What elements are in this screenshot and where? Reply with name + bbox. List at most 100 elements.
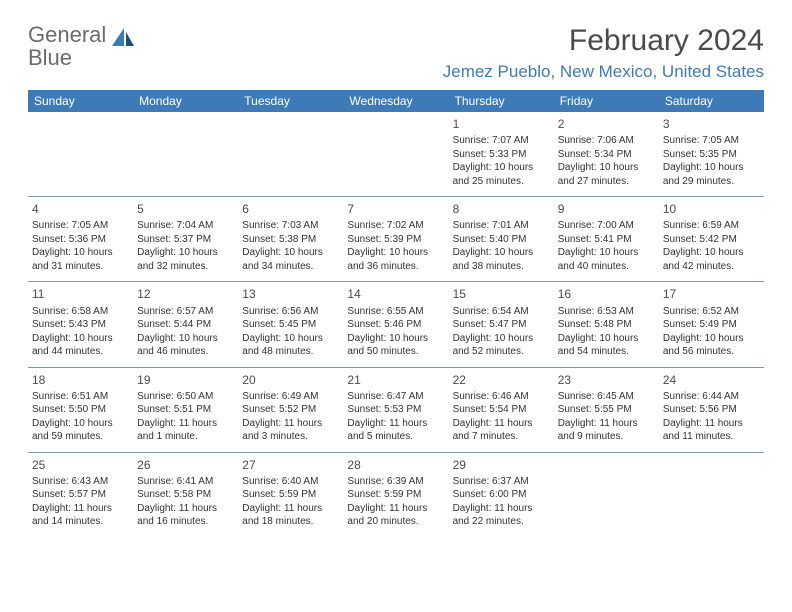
calendar-cell: 3Sunrise: 7:05 AMSunset: 5:35 PMDaylight…: [659, 112, 764, 197]
day-header: Saturday: [659, 90, 764, 112]
sunset-text: Sunset: 5:54 PM: [453, 403, 550, 417]
calendar-cell: [554, 452, 659, 537]
sunset-text: Sunset: 5:57 PM: [32, 488, 129, 502]
day-number: 13: [242, 286, 339, 302]
sunrise-text: Sunrise: 6:50 AM: [137, 390, 234, 404]
day-number: 28: [347, 457, 444, 473]
sunset-text: Sunset: 5:49 PM: [663, 318, 760, 332]
sunrise-text: Sunrise: 6:47 AM: [347, 390, 444, 404]
sunset-text: Sunset: 5:33 PM: [453, 148, 550, 162]
daylight-text: Daylight: 10 hours and 59 minutes.: [32, 417, 129, 444]
sunset-text: Sunset: 5:48 PM: [558, 318, 655, 332]
sunset-text: Sunset: 6:00 PM: [453, 488, 550, 502]
calendar-cell: 9Sunrise: 7:00 AMSunset: 5:41 PMDaylight…: [554, 197, 659, 282]
daylight-text: Daylight: 10 hours and 40 minutes.: [558, 246, 655, 273]
sunset-text: Sunset: 5:50 PM: [32, 403, 129, 417]
day-number: 27: [242, 457, 339, 473]
sunset-text: Sunset: 5:47 PM: [453, 318, 550, 332]
day-header: Wednesday: [343, 90, 448, 112]
day-number: 12: [137, 286, 234, 302]
day-number: 24: [663, 372, 760, 388]
sunrise-text: Sunrise: 6:58 AM: [32, 305, 129, 319]
day-number: 8: [453, 201, 550, 217]
location-text: Jemez Pueblo, New Mexico, United States: [443, 62, 764, 82]
day-number: 9: [558, 201, 655, 217]
daylight-text: Daylight: 11 hours and 5 minutes.: [347, 417, 444, 444]
sunset-text: Sunset: 5:43 PM: [32, 318, 129, 332]
day-number: 19: [137, 372, 234, 388]
day-number: 5: [137, 201, 234, 217]
daylight-text: Daylight: 10 hours and 32 minutes.: [137, 246, 234, 273]
calendar-cell: 18Sunrise: 6:51 AMSunset: 5:50 PMDayligh…: [28, 367, 133, 452]
day-header: Sunday: [28, 90, 133, 112]
calendar-cell: [343, 112, 448, 197]
sunrise-text: Sunrise: 6:52 AM: [663, 305, 760, 319]
sunrise-text: Sunrise: 6:53 AM: [558, 305, 655, 319]
sunset-text: Sunset: 5:42 PM: [663, 233, 760, 247]
calendar-week: 18Sunrise: 6:51 AMSunset: 5:50 PMDayligh…: [28, 367, 764, 452]
logo: General Blue: [28, 24, 136, 70]
daylight-text: Daylight: 11 hours and 14 minutes.: [32, 502, 129, 529]
sunrise-text: Sunrise: 7:05 AM: [663, 134, 760, 148]
daylight-text: Daylight: 10 hours and 25 minutes.: [453, 161, 550, 188]
sunrise-text: Sunrise: 6:49 AM: [242, 390, 339, 404]
daylight-text: Daylight: 10 hours and 44 minutes.: [32, 332, 129, 359]
day-number: 22: [453, 372, 550, 388]
daylight-text: Daylight: 11 hours and 1 minute.: [137, 417, 234, 444]
calendar-cell: 4Sunrise: 7:05 AMSunset: 5:36 PMDaylight…: [28, 197, 133, 282]
calendar-cell: 23Sunrise: 6:45 AMSunset: 5:55 PMDayligh…: [554, 367, 659, 452]
sunset-text: Sunset: 5:46 PM: [347, 318, 444, 332]
sunset-text: Sunset: 5:59 PM: [347, 488, 444, 502]
calendar-body: 1Sunrise: 7:07 AMSunset: 5:33 PMDaylight…: [28, 112, 764, 537]
daylight-text: Daylight: 11 hours and 16 minutes.: [137, 502, 234, 529]
page-header: General Blue February 2024 Jemez Pueblo,…: [28, 24, 764, 82]
day-number: 16: [558, 286, 655, 302]
calendar-cell: 24Sunrise: 6:44 AMSunset: 5:56 PMDayligh…: [659, 367, 764, 452]
calendar-cell: 13Sunrise: 6:56 AMSunset: 5:45 PMDayligh…: [238, 282, 343, 367]
calendar-cell: 19 Sunrise: 6:50 AMSunset: 5:51 PMDayligh…: [133, 367, 238, 452]
sunset-text: Sunset: 5:34 PM: [558, 148, 655, 162]
calendar-cell: 21Sunrise: 6:47 AMSunset: 5:53 PMDayligh…: [343, 367, 448, 452]
daylight-text: Daylight: 11 hours and 9 minutes.: [558, 417, 655, 444]
calendar-cell: [659, 452, 764, 537]
calendar-cell: 11 Sunrise: 6:58 AMSunset: 5:43 PMDayligh…: [28, 282, 133, 367]
daylight-text: Daylight: 10 hours and 34 minutes.: [242, 246, 339, 273]
day-number: 18: [32, 372, 129, 388]
calendar-cell: 16Sunrise: 6:53 AMSunset: 5:48 PMDayligh…: [554, 282, 659, 367]
sunrise-text: Sunrise: 7:07 AM: [453, 134, 550, 148]
sunset-text: Sunset: 5:35 PM: [663, 148, 760, 162]
sunset-text: Sunset: 5:37 PM: [137, 233, 234, 247]
sunrise-text: Sunrise: 7:04 AM: [137, 219, 234, 233]
calendar-cell: [133, 112, 238, 197]
day-number: 6: [242, 201, 339, 217]
sunrise-text: Sunrise: 6:57 AM: [137, 305, 234, 319]
calendar-cell: 15Sunrise: 6:54 AMSunset: 5:47 PMDayligh…: [449, 282, 554, 367]
sunset-text: Sunset: 5:36 PM: [32, 233, 129, 247]
sunrise-text: Sunrise: 7:02 AM: [347, 219, 444, 233]
day-number: 25: [32, 457, 129, 473]
day-number: 10: [663, 201, 760, 217]
sunrise-text: Sunrise: 7:03 AM: [242, 219, 339, 233]
daylight-text: Daylight: 11 hours and 7 minutes.: [453, 417, 550, 444]
daylight-text: Daylight: 10 hours and 38 minutes.: [453, 246, 550, 273]
sunset-text: Sunset: 5:53 PM: [347, 403, 444, 417]
daylight-text: Daylight: 10 hours and 31 minutes.: [32, 246, 129, 273]
daylight-text: Daylight: 10 hours and 46 minutes.: [137, 332, 234, 359]
daylight-text: Daylight: 10 hours and 52 minutes.: [453, 332, 550, 359]
sunset-text: Sunset: 5:38 PM: [242, 233, 339, 247]
sunrise-text: Sunrise: 6:37 AM: [453, 475, 550, 489]
day-number: 26: [137, 457, 234, 473]
day-number: 11: [32, 286, 129, 302]
calendar-cell: 14Sunrise: 6:55 AMSunset: 5:46 PMDayligh…: [343, 282, 448, 367]
sunset-text: Sunset: 5:51 PM: [137, 403, 234, 417]
calendar-cell: 28Sunrise: 6:39 AMSunset: 5:59 PMDayligh…: [343, 452, 448, 537]
calendar-cell: 26Sunrise: 6:41 AMSunset: 5:58 PMDayligh…: [133, 452, 238, 537]
daylight-text: Daylight: 11 hours and 3 minutes.: [242, 417, 339, 444]
sunset-text: Sunset: 5:55 PM: [558, 403, 655, 417]
day-header: Tuesday: [238, 90, 343, 112]
day-number: 3: [663, 116, 760, 132]
logo-word2: Blue: [28, 45, 72, 70]
day-header: Friday: [554, 90, 659, 112]
sunrise-text: Sunrise: 6:56 AM: [242, 305, 339, 319]
month-title: February 2024: [443, 24, 764, 58]
